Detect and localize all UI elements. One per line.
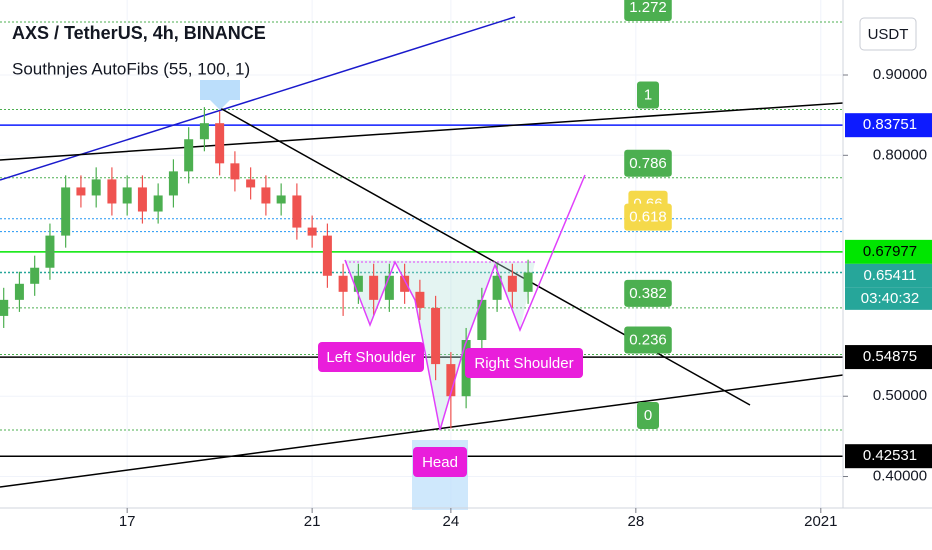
x-tick-label: 24: [443, 513, 460, 530]
candle-body: [292, 195, 302, 228]
candle-body: [45, 235, 55, 268]
axis-labels: 0.90000 0.80000 0.50000 0.40000 17 21 24 28 2021…: [119, 66, 932, 530]
annotation: Left Shoulder: [326, 349, 415, 366]
y-tick-label: 0.90000: [873, 66, 927, 83]
price-label: 0.83751: [863, 116, 917, 133]
annotation-box: [465, 348, 583, 378]
fib-box: [624, 149, 672, 177]
x-tick-label: 2021: [804, 513, 837, 530]
candle-body: [61, 187, 71, 236]
candle-body: [431, 307, 441, 365]
fib-label: 1.272: [629, 0, 667, 16]
fib-box: [624, 0, 672, 22]
candle-body: [230, 163, 240, 180]
candle-body: [246, 179, 256, 188]
x-tick-label: 21: [304, 513, 321, 530]
candles: [0, 107, 533, 429]
candle-body: [30, 267, 40, 284]
candle-body: [215, 123, 225, 164]
candle-body: [477, 299, 487, 341]
x-tick-label: 28: [627, 513, 644, 530]
annotation: Right Shoulder: [474, 355, 573, 372]
candle-body: [353, 275, 363, 292]
pattern-line: [344, 174, 586, 431]
candle-body: [168, 171, 178, 196]
candle-body: [369, 275, 379, 300]
countdown-box: [845, 287, 932, 310]
price-label: 0.65411: [863, 267, 916, 284]
currency-button[interactable]: [859, 17, 917, 51]
candle-body: [122, 187, 132, 204]
y-tick-label: 0.80000: [873, 146, 927, 163]
price-label-box: [845, 239, 932, 264]
marker-bubble: [200, 80, 240, 110]
candle-body: [0, 299, 9, 316]
candle-body: [199, 123, 209, 140]
x-tick-label: 17: [119, 513, 136, 530]
candle-body: [91, 179, 101, 196]
annotation: Head: [422, 454, 458, 471]
candle-body: [153, 195, 163, 212]
candle-body: [76, 187, 86, 196]
candle-body: [307, 227, 317, 236]
annotation-box: [318, 342, 424, 372]
trend-line: [219, 107, 751, 406]
indicator-name: Southnjes AutoFibs (55, 100, 1): [12, 59, 250, 78]
fib-box: [624, 326, 672, 354]
candle-body: [492, 275, 502, 300]
candle-body: [322, 235, 332, 276]
price-label-box: [845, 444, 932, 469]
trend-line: [0, 102, 844, 161]
price-label-box: [845, 263, 932, 288]
candle-body: [276, 195, 286, 204]
price-label-box: [845, 345, 932, 370]
fib-label: 1: [644, 87, 652, 104]
y-tick-label: 0.50000: [873, 387, 927, 404]
annotation-box: [413, 447, 467, 477]
countdown: 03:40:32: [861, 290, 919, 307]
fib-box: [637, 81, 659, 109]
candle-body: [400, 275, 410, 292]
chart-title: AXS / TetherUS, 4h, BINANCE: [12, 23, 266, 43]
candle-body: [415, 291, 425, 308]
fib-label: 0: [644, 407, 652, 424]
fib-label: 0.786: [629, 155, 667, 172]
candle-body: [107, 179, 117, 204]
candle-body: [446, 364, 456, 397]
fib-label: 0.618: [629, 209, 667, 226]
price-label: 0.54875: [863, 348, 917, 365]
candle-body: [184, 139, 194, 172]
candle-body: [261, 187, 271, 204]
candle-body: [384, 275, 394, 300]
price-label-box: [845, 113, 932, 138]
candle-body: [14, 283, 24, 300]
trend-line: [0, 374, 844, 488]
candle-body: [137, 187, 147, 212]
y-tick-label: 0.40000: [873, 467, 927, 484]
candle-body: [523, 272, 533, 292]
fib-label: 0.382: [629, 285, 667, 302]
candle-body: [507, 275, 517, 292]
fib-box: [637, 401, 659, 429]
trend-line: [0, 16, 516, 181]
fib-label: 0.236: [629, 331, 667, 348]
currency-button-label[interactable]: USDT: [868, 26, 909, 43]
fib-box: [624, 203, 672, 231]
candle-body: [338, 275, 348, 292]
fib-box: [624, 279, 672, 307]
price-label: 0.67977: [863, 243, 917, 260]
price-label: 0.42531: [863, 447, 917, 464]
